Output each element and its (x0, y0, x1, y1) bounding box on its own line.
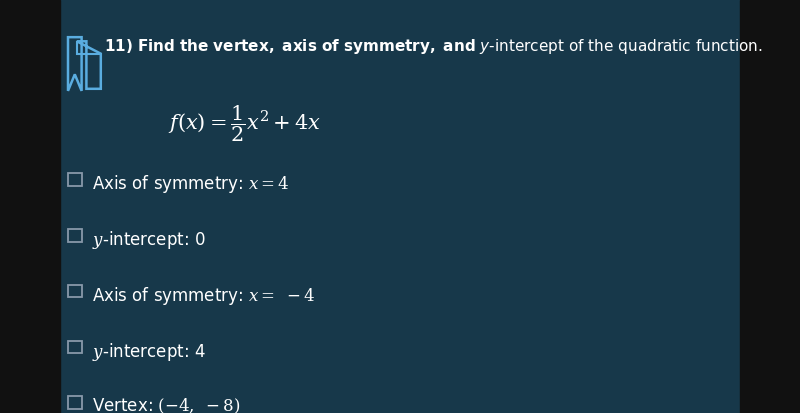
Bar (740, 0, 800, 413)
Text: $y$-intercept: 4: $y$-intercept: 4 (92, 341, 206, 363)
Text: $y$-intercept: 0: $y$-intercept: 0 (92, 229, 206, 251)
Bar (0, 0, 60, 413)
Text: Vertex: $(-4,\ -8)$: Vertex: $(-4,\ -8)$ (92, 396, 241, 413)
Text: Axis of symmetry: $x = 4$: Axis of symmetry: $x = 4$ (92, 173, 290, 195)
Text: $\mathbf{11)}$ $\mathbf{Find\ the\ vertex,\ axis\ of\ symmetry,\ and\ \mathit{y}: $\mathbf{11)}$ $\mathbf{Find\ the\ verte… (104, 37, 762, 56)
Text: $f(x) = \dfrac{1}{2}x^2 + 4x$: $f(x) = \dfrac{1}{2}x^2 + 4x$ (168, 103, 321, 144)
Text: Axis of symmetry: $x =\ -4$: Axis of symmetry: $x =\ -4$ (92, 285, 315, 307)
